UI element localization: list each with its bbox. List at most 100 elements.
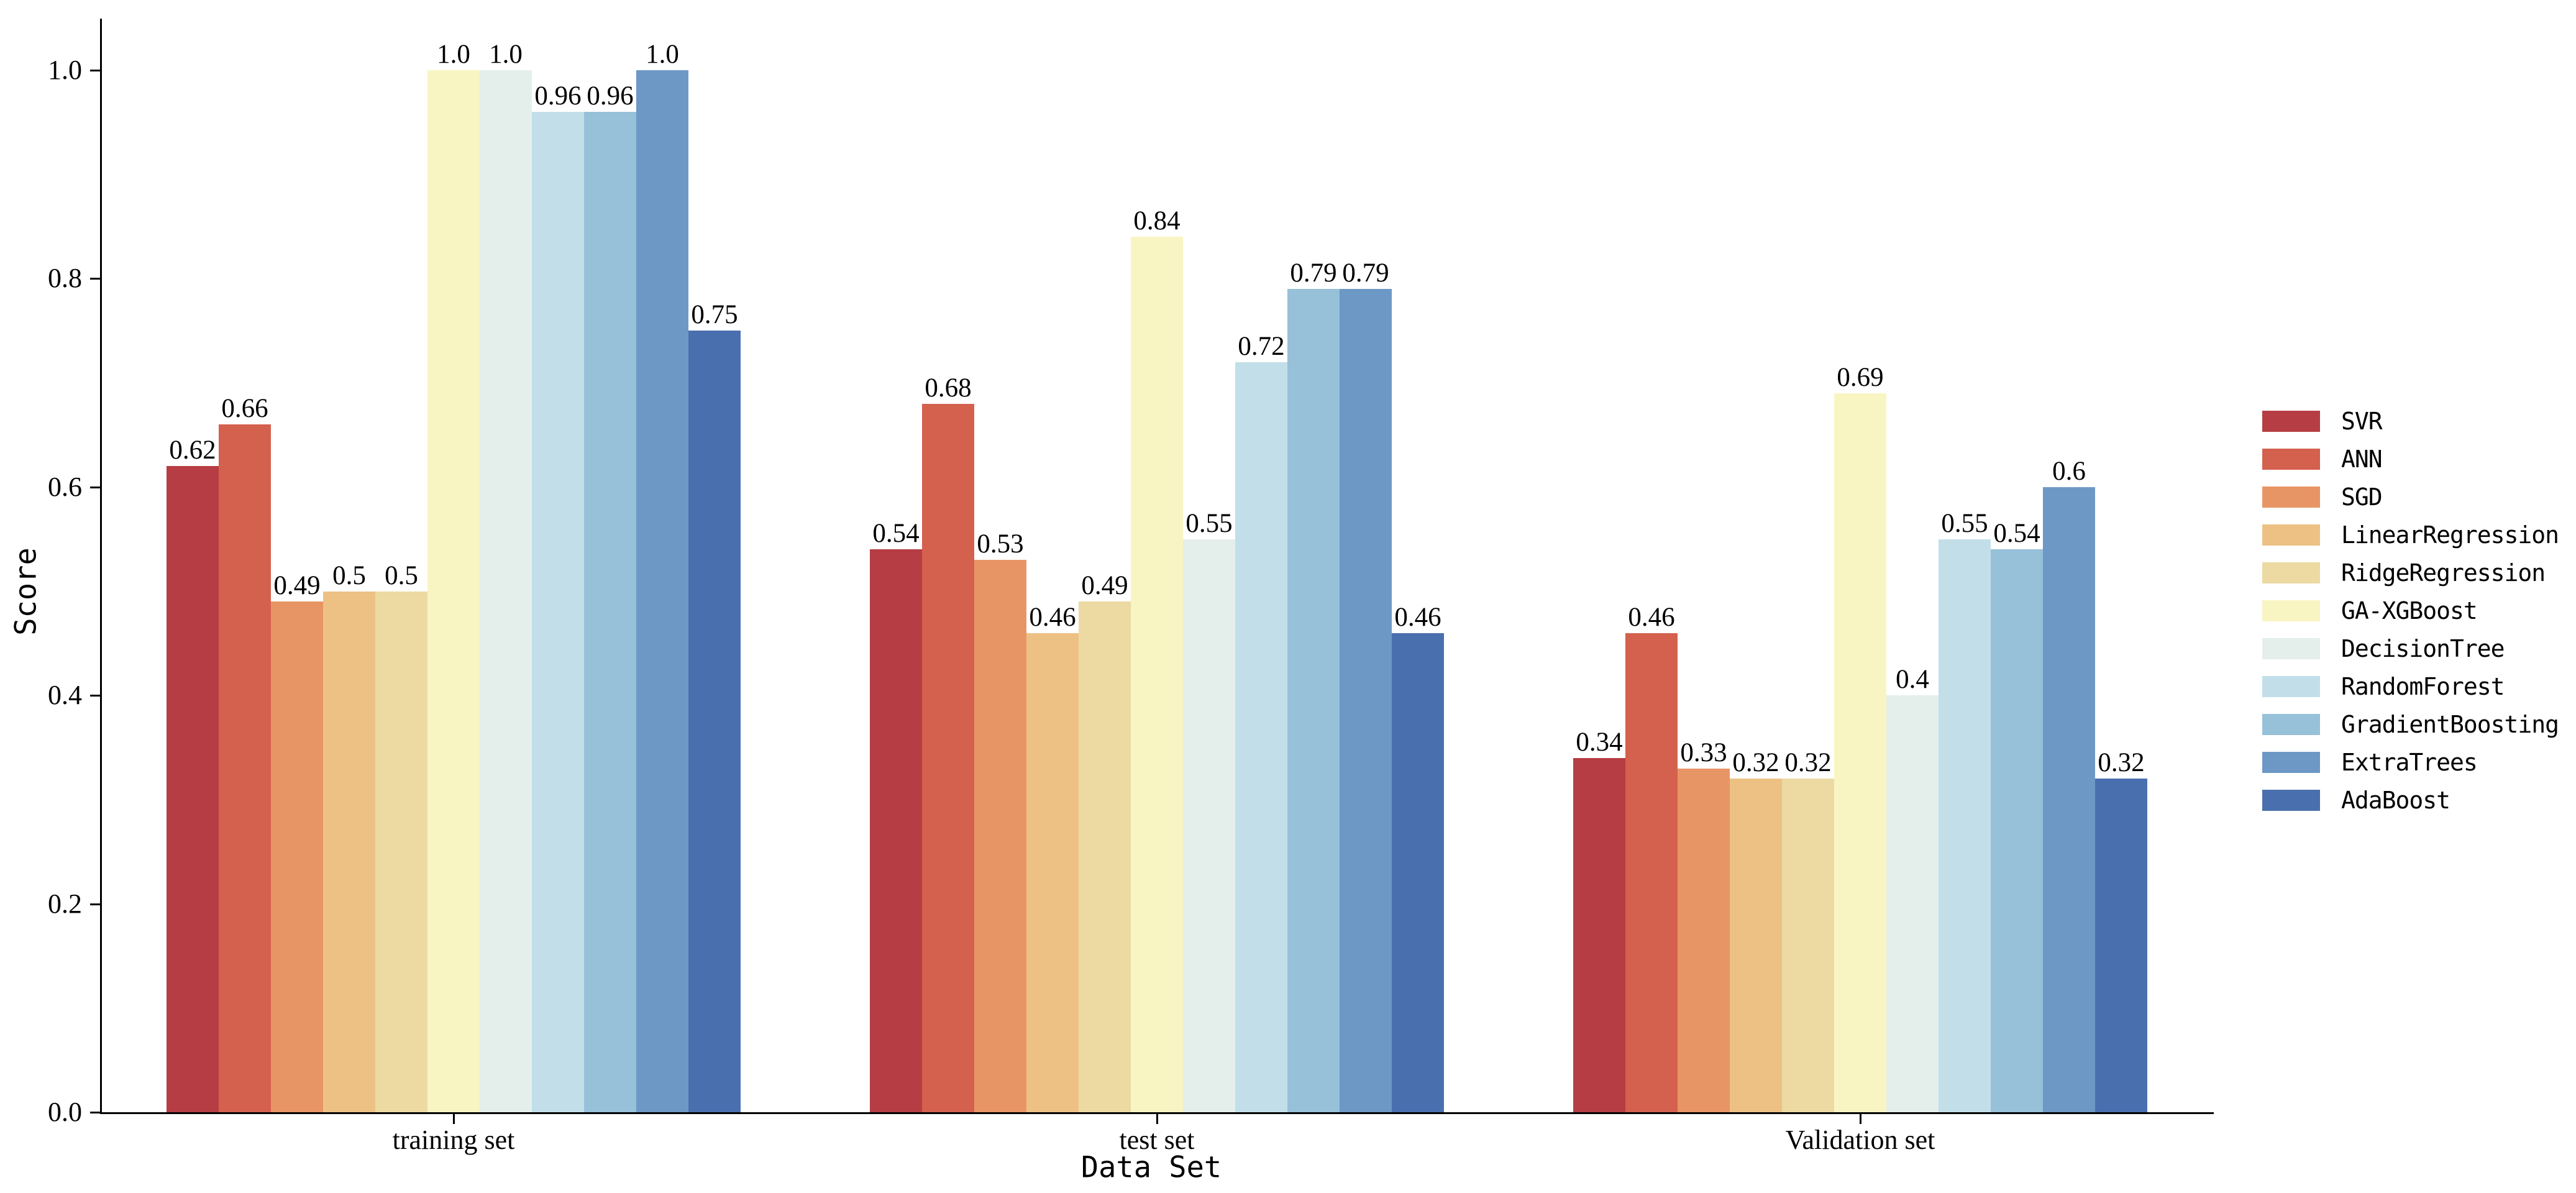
bar-RandomForest-Validation-set xyxy=(1939,539,1991,1112)
bar-DecisionTree-Validation-set xyxy=(1886,695,1939,1112)
bar-value-label: 0.46 xyxy=(1628,602,1675,632)
x-tick-label: Validation set xyxy=(1785,1125,1935,1155)
legend-label-LinearRegression: LinearRegression xyxy=(2341,521,2559,549)
bar-value-label: 0.96 xyxy=(587,81,634,111)
y-tick-label: 1.0 xyxy=(48,55,82,85)
legend-swatch-RidgeRegression xyxy=(2262,562,2320,583)
bar-LinearRegression-test-set xyxy=(1026,633,1079,1112)
bar-value-label: 0.6 xyxy=(2052,456,2086,486)
y-tick-mark xyxy=(90,278,100,280)
legend-swatch-SVR xyxy=(2262,411,2320,432)
bar-value-label: 0.32 xyxy=(2098,748,2145,778)
legend-label-RidgeRegression: RidgeRegression xyxy=(2341,559,2546,587)
bar-SVR-training-set xyxy=(167,466,219,1112)
legend-label-AdaBoost: AdaBoost xyxy=(2341,787,2450,814)
x-tick-mark xyxy=(1859,1114,1861,1124)
bar-value-label: 0.49 xyxy=(273,571,321,601)
bar-value-label: 0.79 xyxy=(1342,258,1389,288)
x-axis-title: Data Set xyxy=(1080,1150,1222,1185)
legend-label-SVR: SVR xyxy=(2341,408,2383,435)
bar-value-label: 0.46 xyxy=(1029,602,1076,632)
bar-value-label: 0.4 xyxy=(1896,665,1929,695)
bar-ANN-Validation-set xyxy=(1625,633,1678,1112)
bar-SGD-test-set xyxy=(974,560,1026,1112)
bar-GA-XGBoost-test-set xyxy=(1131,237,1183,1112)
y-axis-spine xyxy=(100,19,102,1114)
y-tick-label: 0.2 xyxy=(48,888,82,919)
bar-value-label: 0.75 xyxy=(691,300,738,330)
bar-value-label: 0.49 xyxy=(1081,571,1128,601)
y-tick-label: 0.0 xyxy=(48,1097,82,1127)
bar-value-label: 0.53 xyxy=(977,529,1024,559)
y-tick-mark xyxy=(90,1112,100,1113)
legend-label-SGD: SGD xyxy=(2341,483,2383,511)
bar-value-label: 1.0 xyxy=(646,40,679,69)
legend-swatch-DecisionTree xyxy=(2262,638,2320,659)
legend-swatch-SGD xyxy=(2262,487,2320,508)
bar-value-label: 0.54 xyxy=(872,519,920,549)
x-axis-spine xyxy=(100,1112,2214,1114)
legend-swatch-RandomForest xyxy=(2262,676,2320,697)
y-tick-mark xyxy=(90,486,100,488)
y-axis-title: Score xyxy=(9,547,43,636)
legend-label-ExtraTrees: ExtraTrees xyxy=(2341,749,2478,776)
bar-value-label: 0.32 xyxy=(1732,748,1779,778)
bar-ExtraTrees-Validation-set xyxy=(2043,487,2095,1112)
bar-value-label: 0.96 xyxy=(534,81,582,111)
bar-GradientBoosting-test-set xyxy=(1287,289,1340,1112)
legend-swatch-ANN xyxy=(2262,449,2320,470)
bar-value-label: 0.5 xyxy=(332,560,366,590)
bar-value-label: 0.33 xyxy=(1680,738,1727,767)
bar-GA-XGBoost-Validation-set xyxy=(1834,393,1886,1112)
bar-ANN-training-set xyxy=(219,424,271,1112)
bar-value-label: 0.84 xyxy=(1133,206,1181,236)
bar-value-label: 0.55 xyxy=(1185,508,1233,538)
x-tick-label: training set xyxy=(392,1125,515,1155)
bar-RidgeRegression-test-set xyxy=(1079,601,1131,1112)
bar-value-label: 0.69 xyxy=(1837,362,1884,392)
bar-RidgeRegression-Validation-set xyxy=(1782,779,1834,1112)
bar-LinearRegression-training-set xyxy=(323,591,375,1112)
y-tick-mark xyxy=(90,695,100,697)
bar-value-label: 0.5 xyxy=(385,560,418,590)
y-tick-label: 0.8 xyxy=(48,263,82,294)
legend-label-GradientBoosting: GradientBoosting xyxy=(2341,711,2559,738)
y-tick-label: 0.4 xyxy=(48,680,82,711)
legend-swatch-GradientBoosting xyxy=(2262,714,2320,735)
bar-value-label: 0.54 xyxy=(1993,519,2040,549)
legend-label-ANN: ANN xyxy=(2341,446,2383,473)
x-tick-mark xyxy=(1156,1114,1158,1124)
bar-value-label: 1.0 xyxy=(489,40,523,69)
x-tick-label: test set xyxy=(1119,1125,1195,1155)
x-tick-mark xyxy=(452,1114,455,1124)
bar-value-label: 0.62 xyxy=(169,436,216,465)
bar-GradientBoosting-Validation-set xyxy=(1991,549,2043,1112)
bar-LinearRegression-Validation-set xyxy=(1730,779,1782,1112)
legend-label-GA-XGBoost: GA-XGBoost xyxy=(2341,597,2478,624)
bar-AdaBoost-test-set xyxy=(1392,633,1444,1112)
legend-label-DecisionTree: DecisionTree xyxy=(2341,635,2505,662)
bar-value-label: 0.66 xyxy=(221,394,268,424)
bar-SGD-training-set xyxy=(271,601,323,1112)
legend-label-RandomForest: RandomForest xyxy=(2341,673,2505,700)
bar-DecisionTree-training-set xyxy=(480,70,532,1112)
bar-value-label: 0.32 xyxy=(1784,748,1832,778)
legend-swatch-LinearRegression xyxy=(2262,524,2320,546)
bar-SVR-Validation-set xyxy=(1573,757,1625,1112)
bar-DecisionTree-test-set xyxy=(1183,539,1235,1112)
bar-AdaBoost-training-set xyxy=(688,331,741,1112)
bar-SGD-Validation-set xyxy=(1678,768,1730,1112)
y-tick-mark xyxy=(90,903,100,905)
bar-ExtraTrees-test-set xyxy=(1340,289,1392,1112)
bar-ANN-test-set xyxy=(922,403,974,1112)
bar-value-label: 0.72 xyxy=(1238,331,1285,361)
bar-RandomForest-test-set xyxy=(1235,362,1287,1112)
legend-swatch-AdaBoost xyxy=(2262,790,2320,811)
bar-value-label: 0.34 xyxy=(1576,727,1623,757)
bar-RandomForest-training-set xyxy=(532,112,584,1112)
bar-value-label: 0.79 xyxy=(1290,258,1337,288)
bar-value-label: 0.46 xyxy=(1394,602,1441,632)
bar-value-label: 1.0 xyxy=(437,40,470,69)
y-tick-mark xyxy=(90,70,100,71)
